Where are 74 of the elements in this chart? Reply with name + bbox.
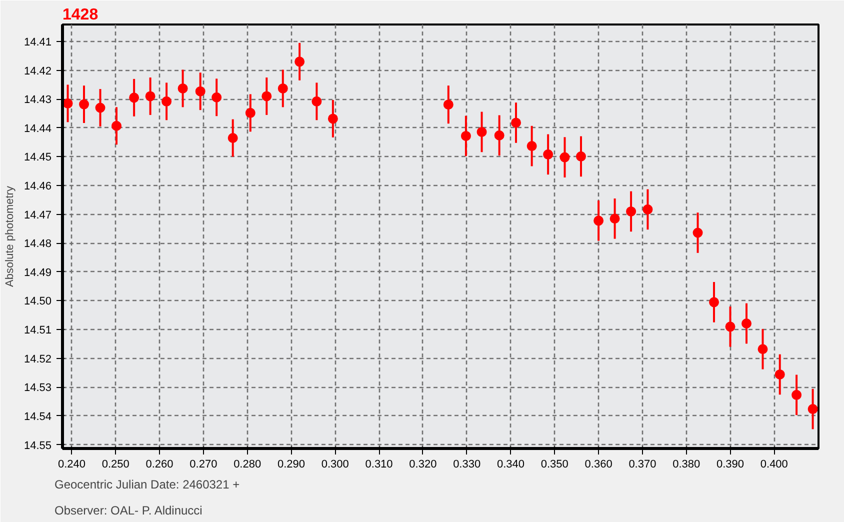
y-axis-title: Absolute photometry xyxy=(4,186,16,287)
y-tick-label: 14.44 xyxy=(24,122,52,135)
point xyxy=(162,96,172,106)
point xyxy=(725,322,736,332)
point xyxy=(245,108,256,118)
x-axis-title: Geocentric Julian Date: 2460321 + xyxy=(54,478,240,492)
x-tick-label: 0.380 xyxy=(672,458,700,470)
point xyxy=(294,56,305,67)
point xyxy=(792,390,802,400)
point xyxy=(576,151,586,162)
text: Observer: OAL- P. Aldinucci xyxy=(54,504,202,518)
y-tick-label: 14.48 xyxy=(24,238,52,250)
x-tick-label: 0.320 xyxy=(409,458,437,470)
y-tick-label: 14.43 xyxy=(24,94,52,106)
point xyxy=(709,297,720,308)
x-tick-label: 0.330 xyxy=(453,458,481,470)
point xyxy=(212,92,222,102)
chart-title: 1428 xyxy=(62,6,98,24)
point xyxy=(511,118,522,128)
point xyxy=(610,214,620,224)
point xyxy=(742,318,752,328)
x-tick-label: 0.290 xyxy=(277,458,305,470)
point xyxy=(278,83,288,94)
y-tick-label: 14.49 xyxy=(24,266,52,279)
point xyxy=(112,120,122,131)
point xyxy=(476,126,487,137)
point xyxy=(79,99,90,110)
point xyxy=(494,130,504,140)
point xyxy=(312,96,322,106)
point xyxy=(145,91,156,102)
y-tick-label: 14.55 xyxy=(24,440,52,452)
x-tick-label: 0.400 xyxy=(760,458,788,470)
y-tick-label: 14.53 xyxy=(24,382,52,394)
y-tick-label: 14.42 xyxy=(24,65,52,78)
point xyxy=(443,100,454,110)
x-tick-label: 0.250 xyxy=(102,458,130,470)
y-tick-label: 14.45 xyxy=(24,152,52,164)
point xyxy=(262,91,272,102)
y-tick-label: 14.41 xyxy=(24,36,52,48)
y-tick-label: 14.51 xyxy=(24,324,52,337)
x-tick-label: 0.310 xyxy=(365,458,393,470)
x-tick-label: 0.240 xyxy=(58,458,86,470)
x-tick-label: 0.280 xyxy=(234,458,262,470)
point xyxy=(460,130,471,141)
x-tick-label: 0.370 xyxy=(628,458,656,470)
x-tick-label: 0.260 xyxy=(146,458,174,470)
y-tick-label: 14.46 xyxy=(24,180,52,193)
point xyxy=(774,369,785,380)
point xyxy=(526,141,537,152)
x-tick-label: 0.270 xyxy=(190,458,218,470)
point xyxy=(594,216,604,226)
point xyxy=(560,152,570,162)
y-tick-label: 14.47 xyxy=(24,209,52,222)
x-tick-label: 0.390 xyxy=(716,458,744,470)
point xyxy=(543,149,554,160)
point xyxy=(642,204,653,214)
point xyxy=(195,86,206,96)
point xyxy=(178,83,188,94)
point xyxy=(95,102,106,113)
x-tick-label: 0.360 xyxy=(584,458,612,470)
y-tick-label: 14.50 xyxy=(24,296,52,308)
point xyxy=(626,206,636,216)
point xyxy=(129,92,140,103)
point xyxy=(328,114,338,124)
x-tick-label: 0.340 xyxy=(496,458,525,470)
y-tick-label: 14.54 xyxy=(24,410,52,423)
x-tick-label: 0.300 xyxy=(321,458,349,470)
y-tick-label: 14.52 xyxy=(24,353,52,366)
point xyxy=(228,133,238,143)
point xyxy=(758,344,768,354)
point xyxy=(692,228,703,238)
point xyxy=(62,98,73,108)
point xyxy=(808,404,818,414)
x-tick-label: 0.350 xyxy=(540,458,568,470)
